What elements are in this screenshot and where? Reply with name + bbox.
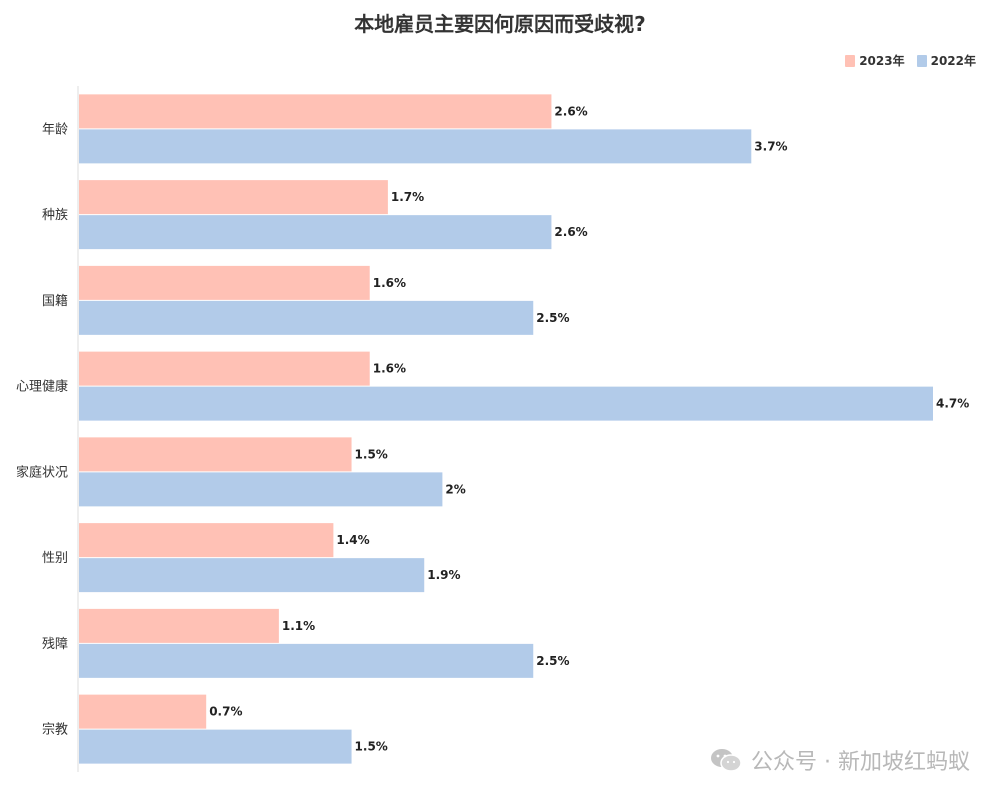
- data-label: 1.9%: [427, 568, 460, 582]
- bar-2022[interactable]: [79, 300, 534, 335]
- data-label: 1.1%: [282, 619, 315, 633]
- legend: 2023年 2022年: [845, 52, 976, 69]
- category-label: 心理健康: [16, 379, 68, 395]
- bar-2023[interactable]: [79, 523, 334, 558]
- data-label: 1.6%: [373, 362, 406, 376]
- bar-2022[interactable]: [79, 643, 534, 678]
- legend-swatch-2023: [845, 54, 856, 67]
- data-label: 1.5%: [355, 447, 388, 461]
- bar-2022[interactable]: [79, 729, 352, 764]
- wechat-icon: [711, 749, 742, 772]
- legend-swatch-2022: [916, 54, 927, 67]
- bar-2023[interactable]: [79, 608, 279, 643]
- chart-title: 本地雇员主要因何原因而受歧视?: [354, 12, 646, 36]
- category-label: 性别: [42, 551, 68, 566]
- data-label: 2.6%: [554, 104, 587, 118]
- data-label: 2%: [445, 482, 465, 496]
- data-label: 1.4%: [336, 533, 369, 547]
- data-label: 0.7%: [209, 705, 242, 719]
- watermark-text: 公众号 · 新加坡红蚂蚁: [751, 750, 970, 775]
- watermark: 公众号 · 新加坡红蚂蚁: [709, 744, 970, 776]
- bar-2023[interactable]: [79, 180, 388, 215]
- category-label: 年龄: [42, 122, 68, 137]
- category-label: 国籍: [42, 293, 68, 309]
- data-label: 2.5%: [536, 311, 569, 325]
- data-label: 4.7%: [936, 397, 969, 411]
- bar-2023[interactable]: [79, 351, 370, 386]
- legend-label-2022: 2022年: [930, 54, 976, 68]
- category-label: 宗教: [42, 722, 68, 738]
- bar-2022[interactable]: [79, 558, 425, 593]
- legend-item-2023[interactable]: 2023年: [845, 52, 905, 69]
- data-label: 1.6%: [373, 276, 406, 290]
- bar-2022[interactable]: [79, 472, 443, 507]
- category-label: 种族: [42, 207, 68, 223]
- legend-label-2023: 2023年: [859, 54, 905, 68]
- bar-2023[interactable]: [79, 694, 207, 729]
- legend-item-2022[interactable]: 2022年: [916, 52, 976, 69]
- data-label: 1.7%: [391, 190, 424, 204]
- bar-2023[interactable]: [79, 94, 552, 129]
- data-label: 1.5%: [355, 740, 388, 754]
- bar-2022[interactable]: [79, 129, 752, 164]
- data-label: 2.6%: [554, 225, 587, 239]
- category-label: 家庭状况: [16, 464, 68, 480]
- data-label: 3.7%: [754, 139, 787, 153]
- bar-2022[interactable]: [79, 215, 552, 250]
- category-label: 残障: [42, 637, 68, 652]
- bar-2023[interactable]: [79, 437, 352, 472]
- bar-2023[interactable]: [79, 265, 370, 300]
- data-label: 2.5%: [536, 654, 569, 668]
- bar-2022[interactable]: [79, 386, 933, 421]
